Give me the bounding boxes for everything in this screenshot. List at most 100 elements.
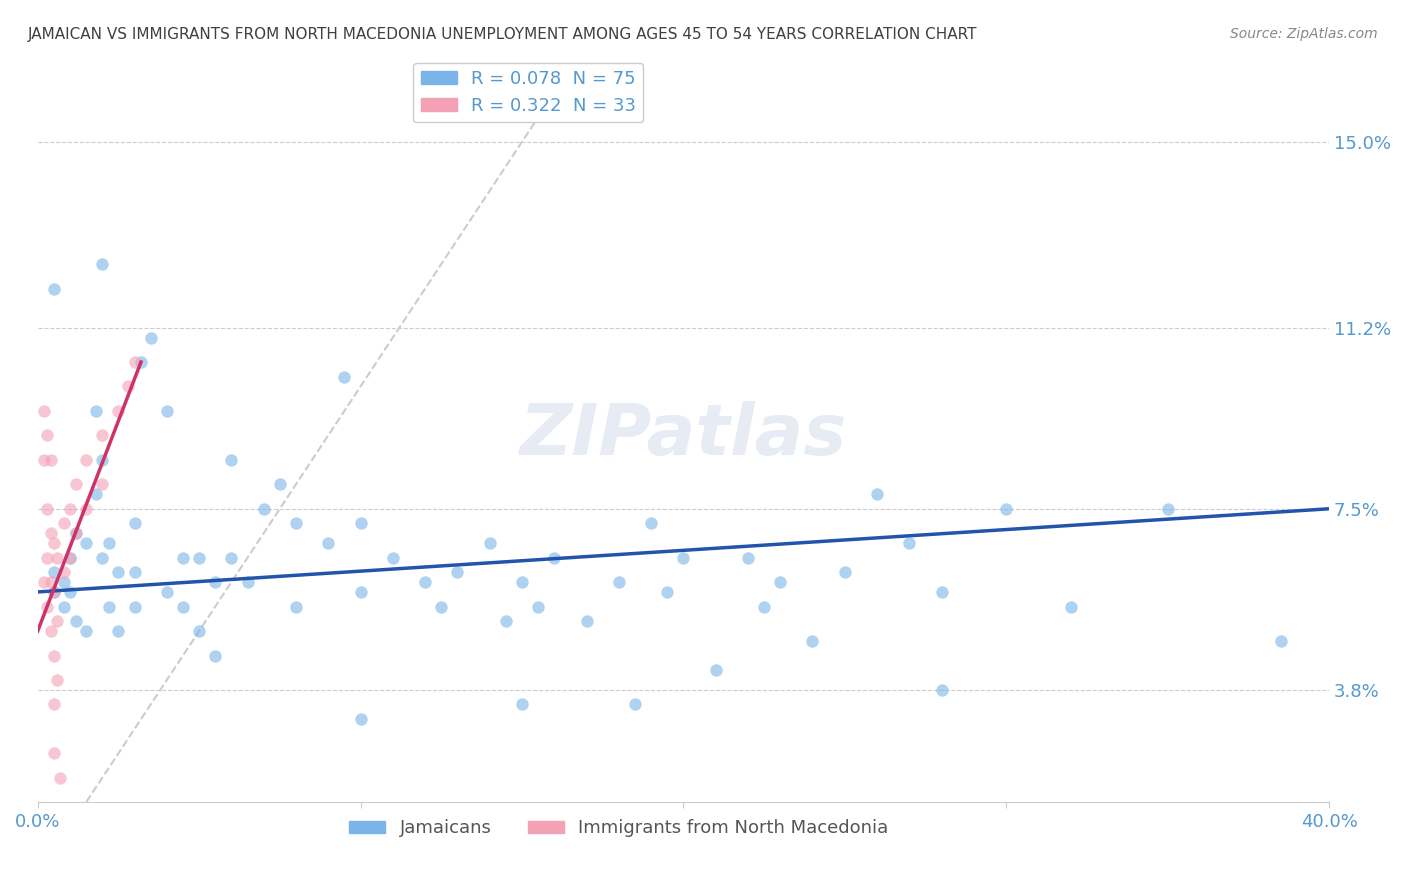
Point	[39, 624, 62, 638]
Point	[801, 633, 824, 648]
Point	[124, 599, 146, 614]
Point	[349, 585, 371, 599]
Point	[284, 516, 307, 531]
Point	[543, 550, 565, 565]
Point	[32, 404, 55, 418]
Point	[75, 453, 97, 467]
Point	[575, 614, 598, 628]
Point	[91, 257, 114, 271]
Point	[65, 526, 87, 541]
Point	[39, 526, 62, 541]
Point	[752, 599, 775, 614]
Point	[510, 698, 533, 712]
Point	[65, 477, 87, 491]
Point	[672, 550, 695, 565]
Point	[349, 712, 371, 726]
Point	[97, 599, 120, 614]
Point	[1270, 633, 1292, 648]
Point	[84, 487, 107, 501]
Point	[39, 453, 62, 467]
Point	[107, 566, 129, 580]
Point	[84, 404, 107, 418]
Point	[46, 614, 69, 628]
Point	[172, 550, 194, 565]
Point	[32, 453, 55, 467]
Point	[124, 566, 146, 580]
Point	[478, 536, 501, 550]
Point	[316, 536, 339, 550]
Point	[269, 477, 291, 491]
Point	[59, 550, 82, 565]
Point	[46, 550, 69, 565]
Point	[139, 330, 162, 344]
Point	[65, 614, 87, 628]
Point	[117, 379, 139, 393]
Point	[32, 575, 55, 590]
Point	[37, 428, 59, 442]
Point	[42, 566, 65, 580]
Point	[75, 536, 97, 550]
Point	[52, 575, 75, 590]
Point	[129, 355, 152, 369]
Point	[737, 550, 759, 565]
Point	[107, 404, 129, 418]
Point	[221, 550, 243, 565]
Point	[640, 516, 662, 531]
Text: ZIPatlas: ZIPatlas	[520, 401, 846, 470]
Point	[37, 599, 59, 614]
Text: JAMAICAN VS IMMIGRANTS FROM NORTH MACEDONIA UNEMPLOYMENT AMONG AGES 45 TO 54 YEA: JAMAICAN VS IMMIGRANTS FROM NORTH MACEDO…	[28, 27, 977, 42]
Point	[37, 550, 59, 565]
Point	[204, 575, 226, 590]
Point	[834, 566, 856, 580]
Point	[172, 599, 194, 614]
Point	[52, 599, 75, 614]
Point	[236, 575, 259, 590]
Point	[42, 648, 65, 663]
Point	[52, 516, 75, 531]
Point	[42, 282, 65, 296]
Point	[156, 404, 179, 418]
Point	[91, 453, 114, 467]
Point	[866, 487, 889, 501]
Point	[253, 501, 276, 516]
Point	[349, 516, 371, 531]
Point	[607, 575, 630, 590]
Point	[37, 501, 59, 516]
Point	[221, 453, 243, 467]
Point	[91, 550, 114, 565]
Point	[657, 585, 679, 599]
Text: Source: ZipAtlas.com: Source: ZipAtlas.com	[1230, 27, 1378, 41]
Point	[49, 771, 72, 785]
Point	[430, 599, 453, 614]
Point	[898, 536, 921, 550]
Point	[446, 566, 468, 580]
Point	[65, 526, 87, 541]
Point	[333, 369, 356, 384]
Point	[46, 673, 69, 687]
Legend: Jamaicans, Immigrants from North Macedonia: Jamaicans, Immigrants from North Macedon…	[342, 812, 896, 845]
Point	[495, 614, 517, 628]
Point	[624, 698, 647, 712]
Point	[42, 747, 65, 761]
Point	[995, 501, 1018, 516]
Point	[52, 566, 75, 580]
Point	[284, 599, 307, 614]
Point	[413, 575, 436, 590]
Point	[381, 550, 404, 565]
Point	[510, 575, 533, 590]
Point	[75, 501, 97, 516]
Point	[91, 428, 114, 442]
Point	[188, 624, 211, 638]
Point	[42, 536, 65, 550]
Point	[124, 516, 146, 531]
Point	[931, 585, 953, 599]
Point	[204, 648, 226, 663]
Point	[124, 355, 146, 369]
Point	[42, 585, 65, 599]
Point	[188, 550, 211, 565]
Point	[527, 599, 550, 614]
Point	[97, 536, 120, 550]
Point	[39, 575, 62, 590]
Point	[1156, 501, 1178, 516]
Point	[704, 663, 727, 677]
